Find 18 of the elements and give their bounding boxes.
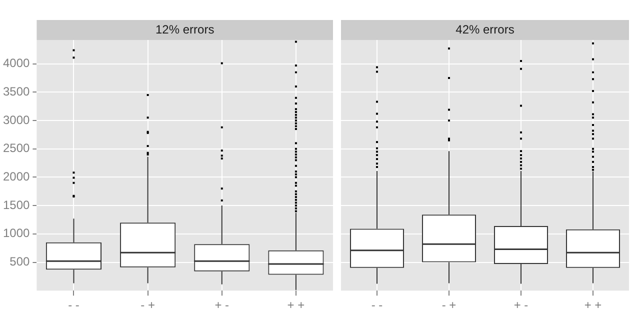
chart-title: 42% errors bbox=[456, 22, 514, 36]
y-tick-label: 3500 bbox=[2, 84, 30, 98]
x-tick-label: + + bbox=[584, 298, 602, 312]
y-tick-label: 4000 bbox=[2, 56, 30, 70]
x-tick-label: + - bbox=[514, 298, 528, 312]
x-tick-label: + + bbox=[287, 298, 305, 312]
chart-title: 12% errors bbox=[156, 22, 214, 36]
x-tick-label: - + bbox=[140, 298, 155, 312]
x-tick-label: + - bbox=[214, 298, 230, 312]
y-tick-label: 500 bbox=[10, 254, 30, 269]
x-tick-label: - + bbox=[442, 298, 456, 312]
x-tick-label: - - bbox=[371, 298, 383, 312]
y-tick-label: 1000 bbox=[2, 226, 30, 240]
y-tick-label: 1500 bbox=[2, 198, 30, 212]
y-tick-label: 2000 bbox=[2, 170, 30, 184]
y-tick-label: 2500 bbox=[2, 141, 30, 156]
x-tick-label: - - bbox=[68, 298, 80, 312]
y-tick-label: 3000 bbox=[2, 112, 30, 127]
